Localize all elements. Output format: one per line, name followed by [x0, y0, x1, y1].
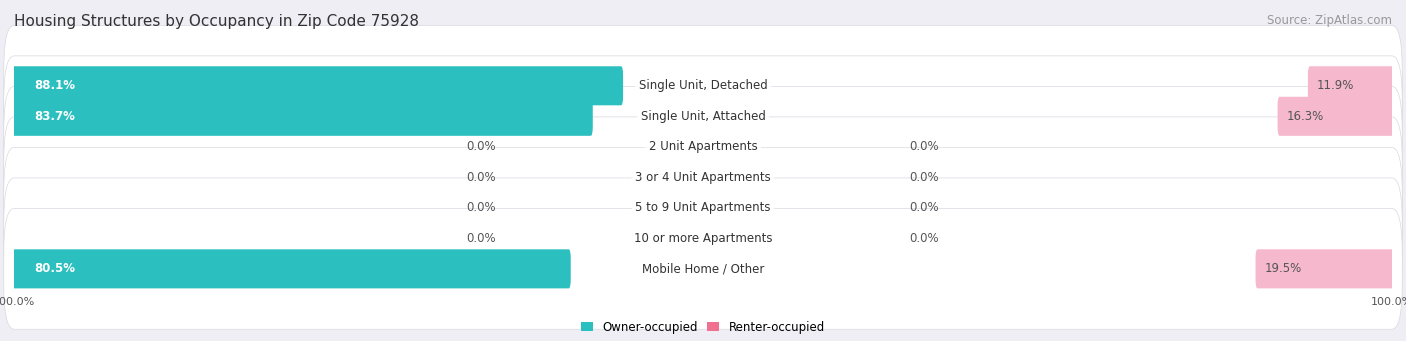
Text: Mobile Home / Other: Mobile Home / Other — [641, 262, 765, 275]
Text: Single Unit, Detached: Single Unit, Detached — [638, 79, 768, 92]
Text: 16.3%: 16.3% — [1286, 110, 1324, 123]
FancyBboxPatch shape — [1308, 66, 1393, 105]
Text: 11.9%: 11.9% — [1317, 79, 1354, 92]
FancyBboxPatch shape — [13, 66, 623, 105]
Text: 0.0%: 0.0% — [467, 201, 496, 214]
FancyBboxPatch shape — [4, 25, 1402, 146]
Text: 10 or more Apartments: 10 or more Apartments — [634, 232, 772, 245]
FancyBboxPatch shape — [1278, 97, 1393, 136]
Text: Source: ZipAtlas.com: Source: ZipAtlas.com — [1267, 14, 1392, 27]
Text: 0.0%: 0.0% — [467, 171, 496, 184]
Text: 83.7%: 83.7% — [35, 110, 76, 123]
Text: 3 or 4 Unit Apartments: 3 or 4 Unit Apartments — [636, 171, 770, 184]
FancyBboxPatch shape — [4, 208, 1402, 329]
Legend: Owner-occupied, Renter-occupied: Owner-occupied, Renter-occupied — [576, 316, 830, 338]
FancyBboxPatch shape — [4, 178, 1402, 299]
Text: Housing Structures by Occupancy in Zip Code 75928: Housing Structures by Occupancy in Zip C… — [14, 14, 419, 29]
Text: 0.0%: 0.0% — [467, 232, 496, 245]
Text: 2 Unit Apartments: 2 Unit Apartments — [648, 140, 758, 153]
Text: 0.0%: 0.0% — [910, 171, 939, 184]
FancyBboxPatch shape — [4, 86, 1402, 207]
FancyBboxPatch shape — [1256, 249, 1393, 288]
FancyBboxPatch shape — [4, 147, 1402, 268]
Text: 0.0%: 0.0% — [910, 201, 939, 214]
Text: 0.0%: 0.0% — [910, 140, 939, 153]
Text: 80.5%: 80.5% — [35, 262, 76, 275]
FancyBboxPatch shape — [13, 249, 571, 288]
Text: 88.1%: 88.1% — [35, 79, 76, 92]
FancyBboxPatch shape — [4, 56, 1402, 177]
Text: Single Unit, Attached: Single Unit, Attached — [641, 110, 765, 123]
Text: 0.0%: 0.0% — [910, 232, 939, 245]
Text: 5 to 9 Unit Apartments: 5 to 9 Unit Apartments — [636, 201, 770, 214]
Text: 0.0%: 0.0% — [467, 140, 496, 153]
FancyBboxPatch shape — [13, 97, 593, 136]
Text: 19.5%: 19.5% — [1264, 262, 1302, 275]
FancyBboxPatch shape — [4, 117, 1402, 238]
